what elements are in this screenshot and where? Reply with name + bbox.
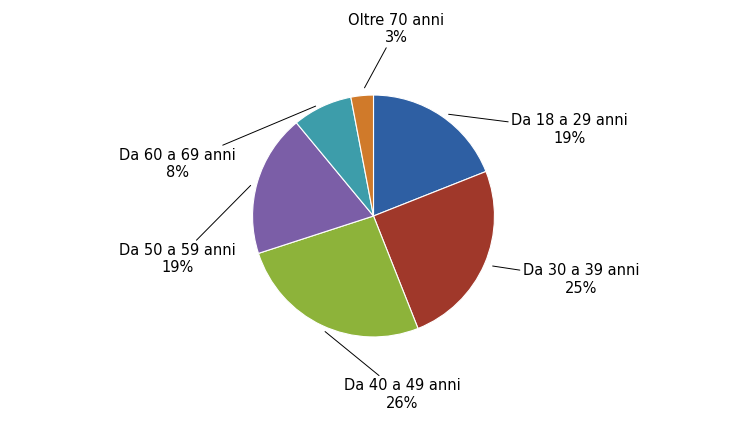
Wedge shape [297, 97, 374, 216]
Text: Da 40 a 49 anni
26%: Da 40 a 49 anni 26% [325, 332, 461, 411]
Text: Da 30 a 39 anni
25%: Da 30 a 39 anni 25% [493, 263, 639, 295]
Wedge shape [374, 172, 495, 328]
Text: Da 60 a 69 anni
8%: Da 60 a 69 anni 8% [120, 106, 316, 181]
Text: Da 50 a 59 anni
19%: Da 50 a 59 anni 19% [120, 185, 251, 276]
Wedge shape [258, 216, 418, 337]
Wedge shape [374, 95, 486, 216]
Text: Da 18 a 29 anni
19%: Da 18 a 29 anni 19% [449, 114, 627, 146]
Wedge shape [252, 123, 374, 254]
Text: Oltre 70 anni
3%: Oltre 70 anni 3% [349, 13, 444, 88]
Wedge shape [351, 95, 374, 216]
